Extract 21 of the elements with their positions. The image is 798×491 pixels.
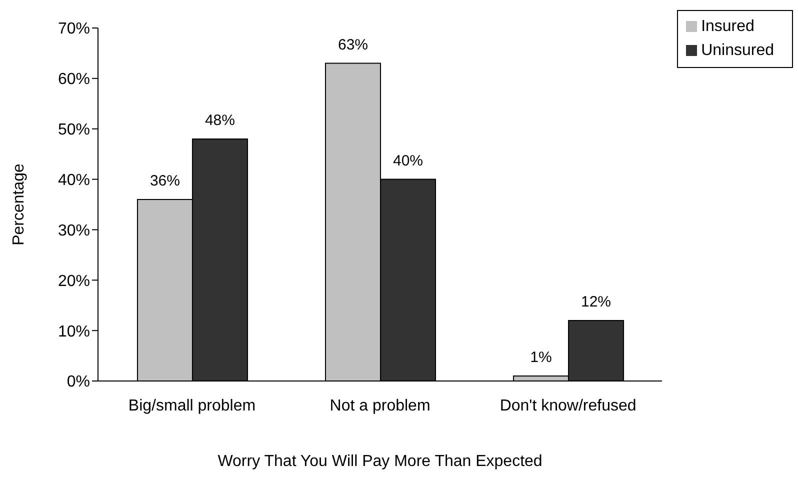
- legend-label: Uninsured: [701, 42, 774, 59]
- data-label: 12%: [581, 293, 612, 310]
- y-tick-label: 60%: [58, 71, 90, 88]
- data-label: 40%: [392, 152, 424, 170]
- x-axis-title: Worry That You Will Pay More Than Expected: [218, 453, 542, 470]
- y-tick-label: 30%: [58, 222, 90, 240]
- y-tick-label: 70%: [58, 20, 90, 38]
- y-tick-label: 50%: [58, 122, 90, 139]
- data-label: 1%: [530, 348, 552, 366]
- y-tick-label: 0%: [66, 374, 90, 391]
- y-tick-label: 10%: [58, 323, 90, 340]
- legend-label: Insured: [701, 18, 754, 35]
- y-axis-title: Percentage: [10, 163, 28, 246]
- data-label: 63%: [338, 36, 368, 54]
- y-tick-label: 20%: [58, 272, 90, 290]
- data-label: 48%: [204, 112, 235, 129]
- data-label: 36%: [150, 172, 180, 190]
- y-tick-label: 40%: [58, 172, 90, 189]
- x-tick-label: Not a problem: [330, 397, 430, 414]
- x-tick-label: Don't know/refused: [500, 397, 636, 414]
- x-tick-label: Big/small problem: [128, 397, 256, 414]
